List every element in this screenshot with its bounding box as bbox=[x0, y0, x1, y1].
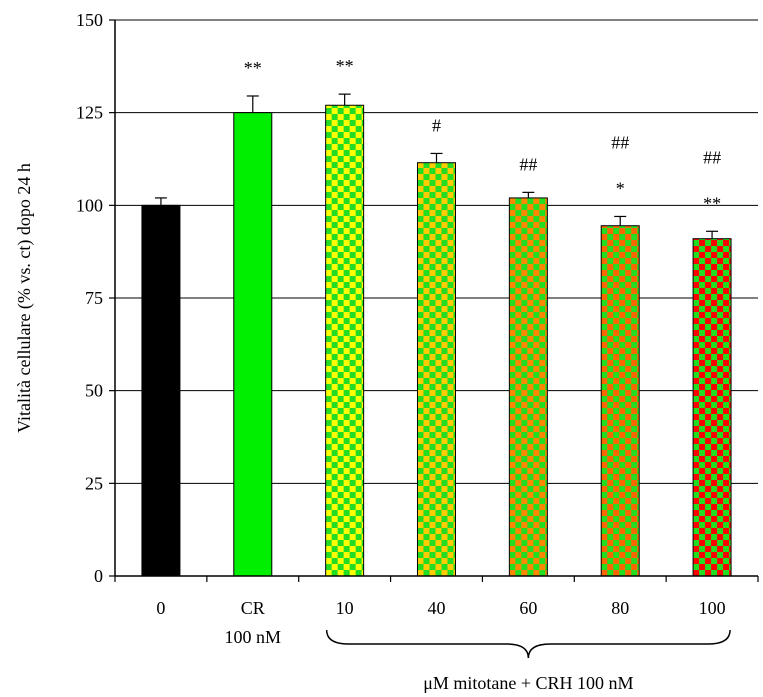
significance-marker: ** bbox=[244, 58, 262, 78]
axes bbox=[109, 19, 759, 659]
significance-marker: ** bbox=[336, 56, 354, 76]
x-tick-label: 40 bbox=[428, 598, 446, 618]
group-brace bbox=[325, 629, 731, 659]
significance-marker: ## bbox=[703, 147, 721, 167]
x-tick-label: 100 nM bbox=[225, 627, 282, 647]
y-axis-title: Vitalità cellulare (% vs. ct) dopo 24 h bbox=[14, 163, 35, 433]
y-tick-label: 50 bbox=[85, 381, 103, 401]
y-tick-label: 100 bbox=[76, 195, 103, 215]
bar-0 bbox=[141, 204, 181, 577]
bar-4 bbox=[508, 197, 548, 577]
y-tick-label: 125 bbox=[76, 103, 103, 123]
x-tick-label: 10 bbox=[336, 598, 354, 618]
significance-marker: ## bbox=[519, 154, 537, 174]
x-tick-label: 80 bbox=[611, 598, 629, 618]
significance-marker: ** bbox=[703, 193, 721, 213]
bar-1 bbox=[233, 112, 273, 577]
significance-marker: # bbox=[432, 115, 441, 135]
significance-marker: ## bbox=[611, 132, 629, 152]
y-tick-label: 150 bbox=[76, 10, 103, 30]
group-label: μM mitotane + CRH 100 nM bbox=[423, 673, 633, 693]
bar-3 bbox=[417, 162, 456, 577]
y-tick-label: 75 bbox=[85, 288, 103, 308]
bar-6 bbox=[692, 238, 732, 577]
bar-2 bbox=[325, 104, 365, 577]
x-tick-label: 60 bbox=[519, 598, 537, 618]
x-tick-label: CR bbox=[241, 598, 265, 618]
y-tick-label: 0 bbox=[94, 566, 103, 586]
x-tick-label: 0 bbox=[156, 598, 165, 618]
y-tick-label: 25 bbox=[85, 473, 103, 493]
bars bbox=[141, 93, 732, 577]
significance-marker: * bbox=[616, 178, 625, 198]
x-tick-label: 100 bbox=[699, 598, 726, 618]
bar-5 bbox=[600, 225, 640, 577]
